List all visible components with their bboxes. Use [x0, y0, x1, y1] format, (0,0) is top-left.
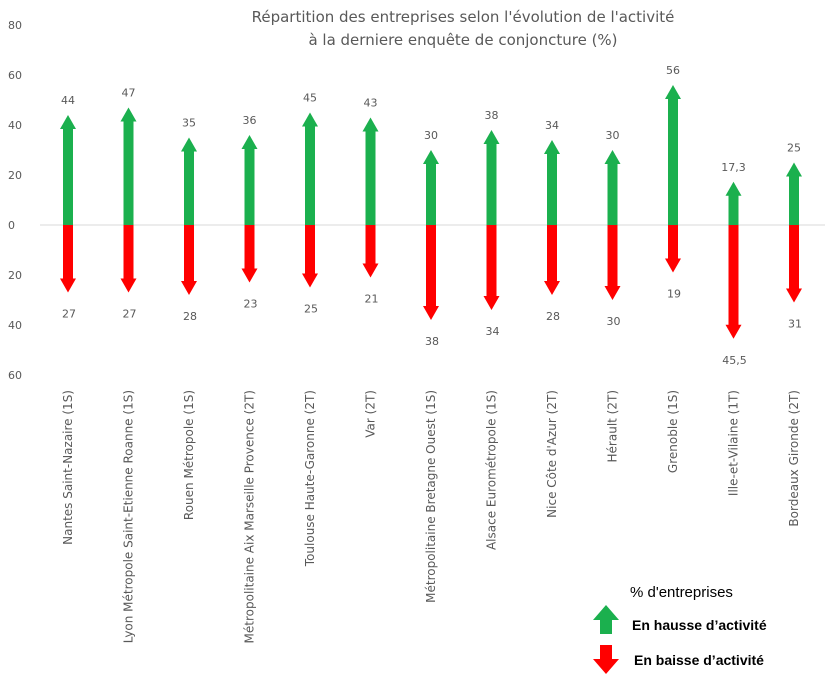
hausse-arrow	[786, 162, 802, 225]
y-tick-label: 60	[8, 369, 22, 382]
hausse-arrow	[544, 140, 560, 225]
category-label: Métropolitaine Bretagne Ouest (1S)	[424, 390, 438, 603]
category-label: Métropolitaine Aix Marseille Provence (2…	[243, 390, 257, 643]
category-label: Toulouse Haute-Garonne (2T)	[303, 390, 317, 567]
hausse-arrow	[725, 181, 742, 225]
category-label: Nantes Saint-Nazaire (1S)	[61, 390, 75, 545]
hausse-arrow	[60, 115, 76, 225]
plot-area	[60, 85, 802, 339]
y-tick-label: 0	[8, 219, 15, 232]
y-tick-label: 40	[8, 319, 22, 332]
hausse-value-label: 30	[606, 129, 620, 142]
hausse-value-label: 56	[666, 64, 680, 77]
baisse-arrow	[725, 225, 742, 339]
hausse-arrow	[483, 130, 500, 225]
hausse-value-label: 38	[485, 109, 499, 122]
baisse-value-label: 31	[788, 318, 802, 331]
category-label: Lyon Métropole Saint-Etienne Roanne (1S)	[122, 390, 136, 643]
legend-item-hausse: En hausse d’activité	[632, 617, 767, 633]
baisse-arrow	[302, 225, 318, 288]
category-label: Grenoble (1S)	[666, 390, 680, 473]
baisse-value-label: 45,5	[722, 354, 747, 367]
category-label: Var (2T)	[364, 390, 378, 438]
category-label: Alsace Eurométropole (1S)	[485, 390, 499, 550]
value-labels: 44 27 47 27 35 28 36 23 45 25 43 21 30 38 38 34 34 28 30 30…	[61, 64, 802, 367]
hausse-value-label: 36	[243, 114, 257, 127]
category-label: Rouen Métropole (1S)	[182, 390, 196, 520]
y-tick-label: 40	[8, 119, 22, 132]
hausse-arrow	[423, 150, 439, 225]
hausse-value-label: 44	[61, 94, 75, 107]
baisse-arrow	[483, 225, 500, 310]
legend-down-arrow-icon	[593, 645, 619, 674]
y-tick-label: 20	[8, 269, 22, 282]
hausse-value-label: 45	[303, 92, 317, 105]
y-axis-ticks: 80 60 40 20 0 20 40 60	[8, 19, 22, 382]
baisse-arrow	[423, 225, 439, 320]
baisse-value-label: 28	[183, 310, 197, 323]
baisse-value-label: 27	[123, 308, 137, 321]
baisse-arrow	[544, 225, 560, 295]
baisse-arrow	[120, 225, 137, 293]
chart-title-line-2: à la derniere enquête de conjoncture (%)	[308, 31, 617, 49]
baisse-arrow	[60, 225, 76, 293]
baisse-arrow	[241, 225, 258, 283]
category-label: Nice Côte d'Azur (2T)	[545, 390, 559, 518]
hausse-arrow	[665, 85, 681, 225]
hausse-value-label: 35	[182, 117, 196, 130]
y-tick-label: 60	[8, 69, 22, 82]
hausse-value-label: 30	[424, 129, 438, 142]
baisse-value-label: 34	[486, 325, 500, 338]
y-tick-label: 20	[8, 169, 22, 182]
category-label: Ille-et-Vilaine (1T)	[727, 390, 741, 496]
baisse-value-label: 19	[667, 288, 681, 301]
hausse-arrow	[604, 150, 621, 225]
hausse-value-label: 43	[364, 97, 378, 110]
hausse-arrow	[120, 107, 137, 225]
legend: % d'entreprises En hausse d’activité En …	[593, 584, 767, 674]
baisse-value-label: 21	[365, 293, 379, 306]
category-labels: Nantes Saint-Nazaire (1S) Lyon Métropole …	[61, 390, 801, 643]
baisse-arrow	[362, 225, 379, 278]
hausse-arrow	[181, 137, 197, 225]
baisse-arrow	[181, 225, 197, 295]
hausse-value-label: 17,3	[721, 161, 746, 174]
baisse-arrow	[786, 225, 802, 303]
y-tick-label: 80	[8, 19, 22, 32]
baisse-value-label: 28	[546, 310, 560, 323]
baisse-value-label: 25	[304, 303, 318, 316]
legend-item-baisse: En baisse d’activité	[634, 652, 764, 668]
chart-title-line-1: Répartition des entreprises selon l'évol…	[252, 8, 675, 26]
baisse-arrow	[665, 225, 681, 273]
baisse-value-label: 30	[607, 315, 621, 328]
hausse-arrow	[362, 117, 379, 225]
baisse-value-label: 38	[425, 335, 439, 348]
category-label: Hérault (2T)	[606, 390, 620, 462]
hausse-value-label: 34	[545, 119, 559, 132]
baisse-arrow	[604, 225, 621, 300]
hausse-arrow	[241, 135, 258, 225]
baisse-value-label: 27	[62, 308, 76, 321]
hausse-value-label: 25	[787, 142, 801, 155]
baisse-value-label: 23	[244, 298, 258, 311]
legend-up-arrow-icon	[593, 605, 619, 634]
category-label: Bordeaux Gironde (2T)	[787, 390, 801, 527]
hausse-value-label: 47	[122, 87, 136, 100]
hausse-arrow	[302, 112, 318, 225]
legend-title: % d'entreprises	[630, 584, 733, 601]
